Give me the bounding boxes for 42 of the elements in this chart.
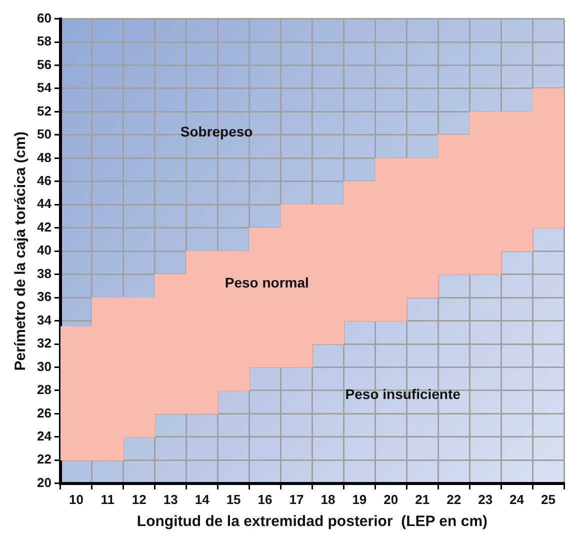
x-tick-label: 21 [415, 492, 430, 507]
y-tick-label: 28 [36, 382, 52, 398]
y-tick-label: 56 [36, 56, 52, 72]
x-tick-label: 14 [194, 492, 210, 507]
y-tick-label: 48 [36, 150, 52, 165]
x-tick-label: 12 [132, 492, 146, 507]
y-tick-label: 32 [36, 336, 52, 351]
y-tick-label: 46 [36, 172, 52, 188]
y-tick-label: 54 [36, 80, 52, 96]
x-tick-label: 17 [289, 492, 304, 507]
x-tick-label: 10 [68, 492, 84, 507]
y-tick-label: 52 [36, 103, 52, 118]
x-tick-label: 19 [352, 492, 367, 507]
y-tick-label: 22 [36, 452, 52, 467]
y-tick-label: 38 [36, 266, 52, 281]
x-tick-label: 15 [226, 492, 241, 507]
y-tick-label: 40 [36, 242, 52, 258]
y-tick-label: 44 [36, 196, 52, 212]
y-tick-label: 20 [36, 474, 52, 490]
x-tick-label: 13 [163, 492, 178, 507]
annotation: Sobrepeso [180, 123, 253, 140]
y-tick-label: 60 [36, 10, 52, 26]
y-tick-label: 36 [36, 289, 52, 304]
x-tick-label: 22 [446, 492, 462, 507]
x-tick-label: 23 [478, 492, 493, 507]
x-tick-label: 11 [100, 492, 115, 507]
y-tick-label: 50 [36, 126, 52, 142]
y-tick-label: 34 [36, 312, 52, 328]
y-tick-label: 24 [36, 428, 52, 444]
x-tick-label: 16 [258, 492, 272, 507]
y-tick-label: 26 [36, 405, 52, 420]
annotation: Peso normal [224, 274, 309, 290]
x-tick-label: 25 [541, 492, 556, 507]
annotation: Peso insuficiente [345, 386, 461, 402]
x-tick-label: 18 [320, 492, 336, 507]
y-tick-label: 58 [36, 34, 52, 49]
x-tick-label: 24 [510, 492, 525, 507]
y-tick-label: 30 [36, 358, 52, 374]
y-axis-title: Perímetro de la caja torácica (cm) [12, 131, 30, 371]
y-tick-label: 42 [36, 219, 52, 234]
x-axis-title: Longitud de la extremidad posterior (LEP en cm) [136, 513, 488, 530]
x-tick-label: 20 [384, 492, 398, 507]
